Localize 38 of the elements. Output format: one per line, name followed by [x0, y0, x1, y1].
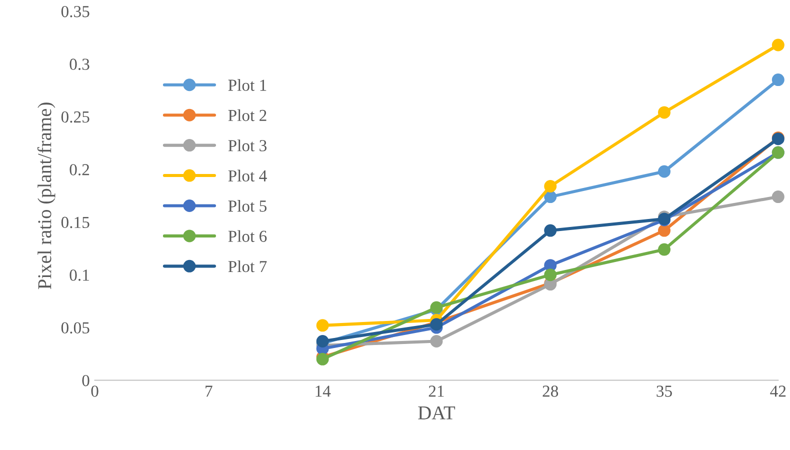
- point: [772, 38, 784, 52]
- point: [316, 334, 329, 348]
- point: [658, 106, 671, 119]
- x-tick-label: 42: [770, 386, 786, 397]
- x-tick-label: 7: [206, 386, 212, 397]
- y-tick-label: 0.3: [70, 58, 90, 70]
- y-tick-label: 0.25: [61, 111, 90, 123]
- point: [544, 180, 557, 193]
- legend-label: Plot 3: [228, 140, 267, 152]
- point: [658, 243, 671, 256]
- point: [544, 190, 557, 204]
- legend-label: Plot 6: [228, 230, 267, 242]
- y-tick-label: 0.15: [61, 216, 90, 228]
- legend-label: Plot 5: [228, 200, 267, 212]
- legend-label: Plot 4: [228, 170, 267, 182]
- y-tick-label: 0.1: [70, 270, 89, 281]
- y-tick-label: 0.05: [61, 322, 90, 334]
- x-tick-label: 21: [428, 386, 444, 397]
- point: [772, 190, 784, 204]
- y-tick-label: 0.2: [70, 164, 90, 176]
- y-tick-label: 0.35: [61, 6, 90, 18]
- y-tick-label: 0: [82, 374, 90, 386]
- x-tick-label: 0: [91, 386, 98, 397]
- x-axis-title: DAT: [418, 406, 456, 420]
- x-tick-label: 28: [542, 386, 558, 397]
- x-tick-label: 35: [656, 386, 672, 397]
- legend-label: Plot 7: [228, 260, 267, 272]
- point: [658, 224, 671, 237]
- point: [544, 224, 557, 237]
- point: [544, 268, 557, 282]
- legend-label: Plot 1: [228, 79, 266, 91]
- legend-label: Plot 2: [228, 109, 266, 122]
- y-axis-title: Pixel ratio (plant/frame): [37, 102, 56, 290]
- point: [316, 319, 329, 332]
- x-tick-label: 14: [316, 386, 331, 397]
- point: [430, 334, 443, 348]
- point: [772, 74, 784, 86]
- point: [658, 165, 671, 178]
